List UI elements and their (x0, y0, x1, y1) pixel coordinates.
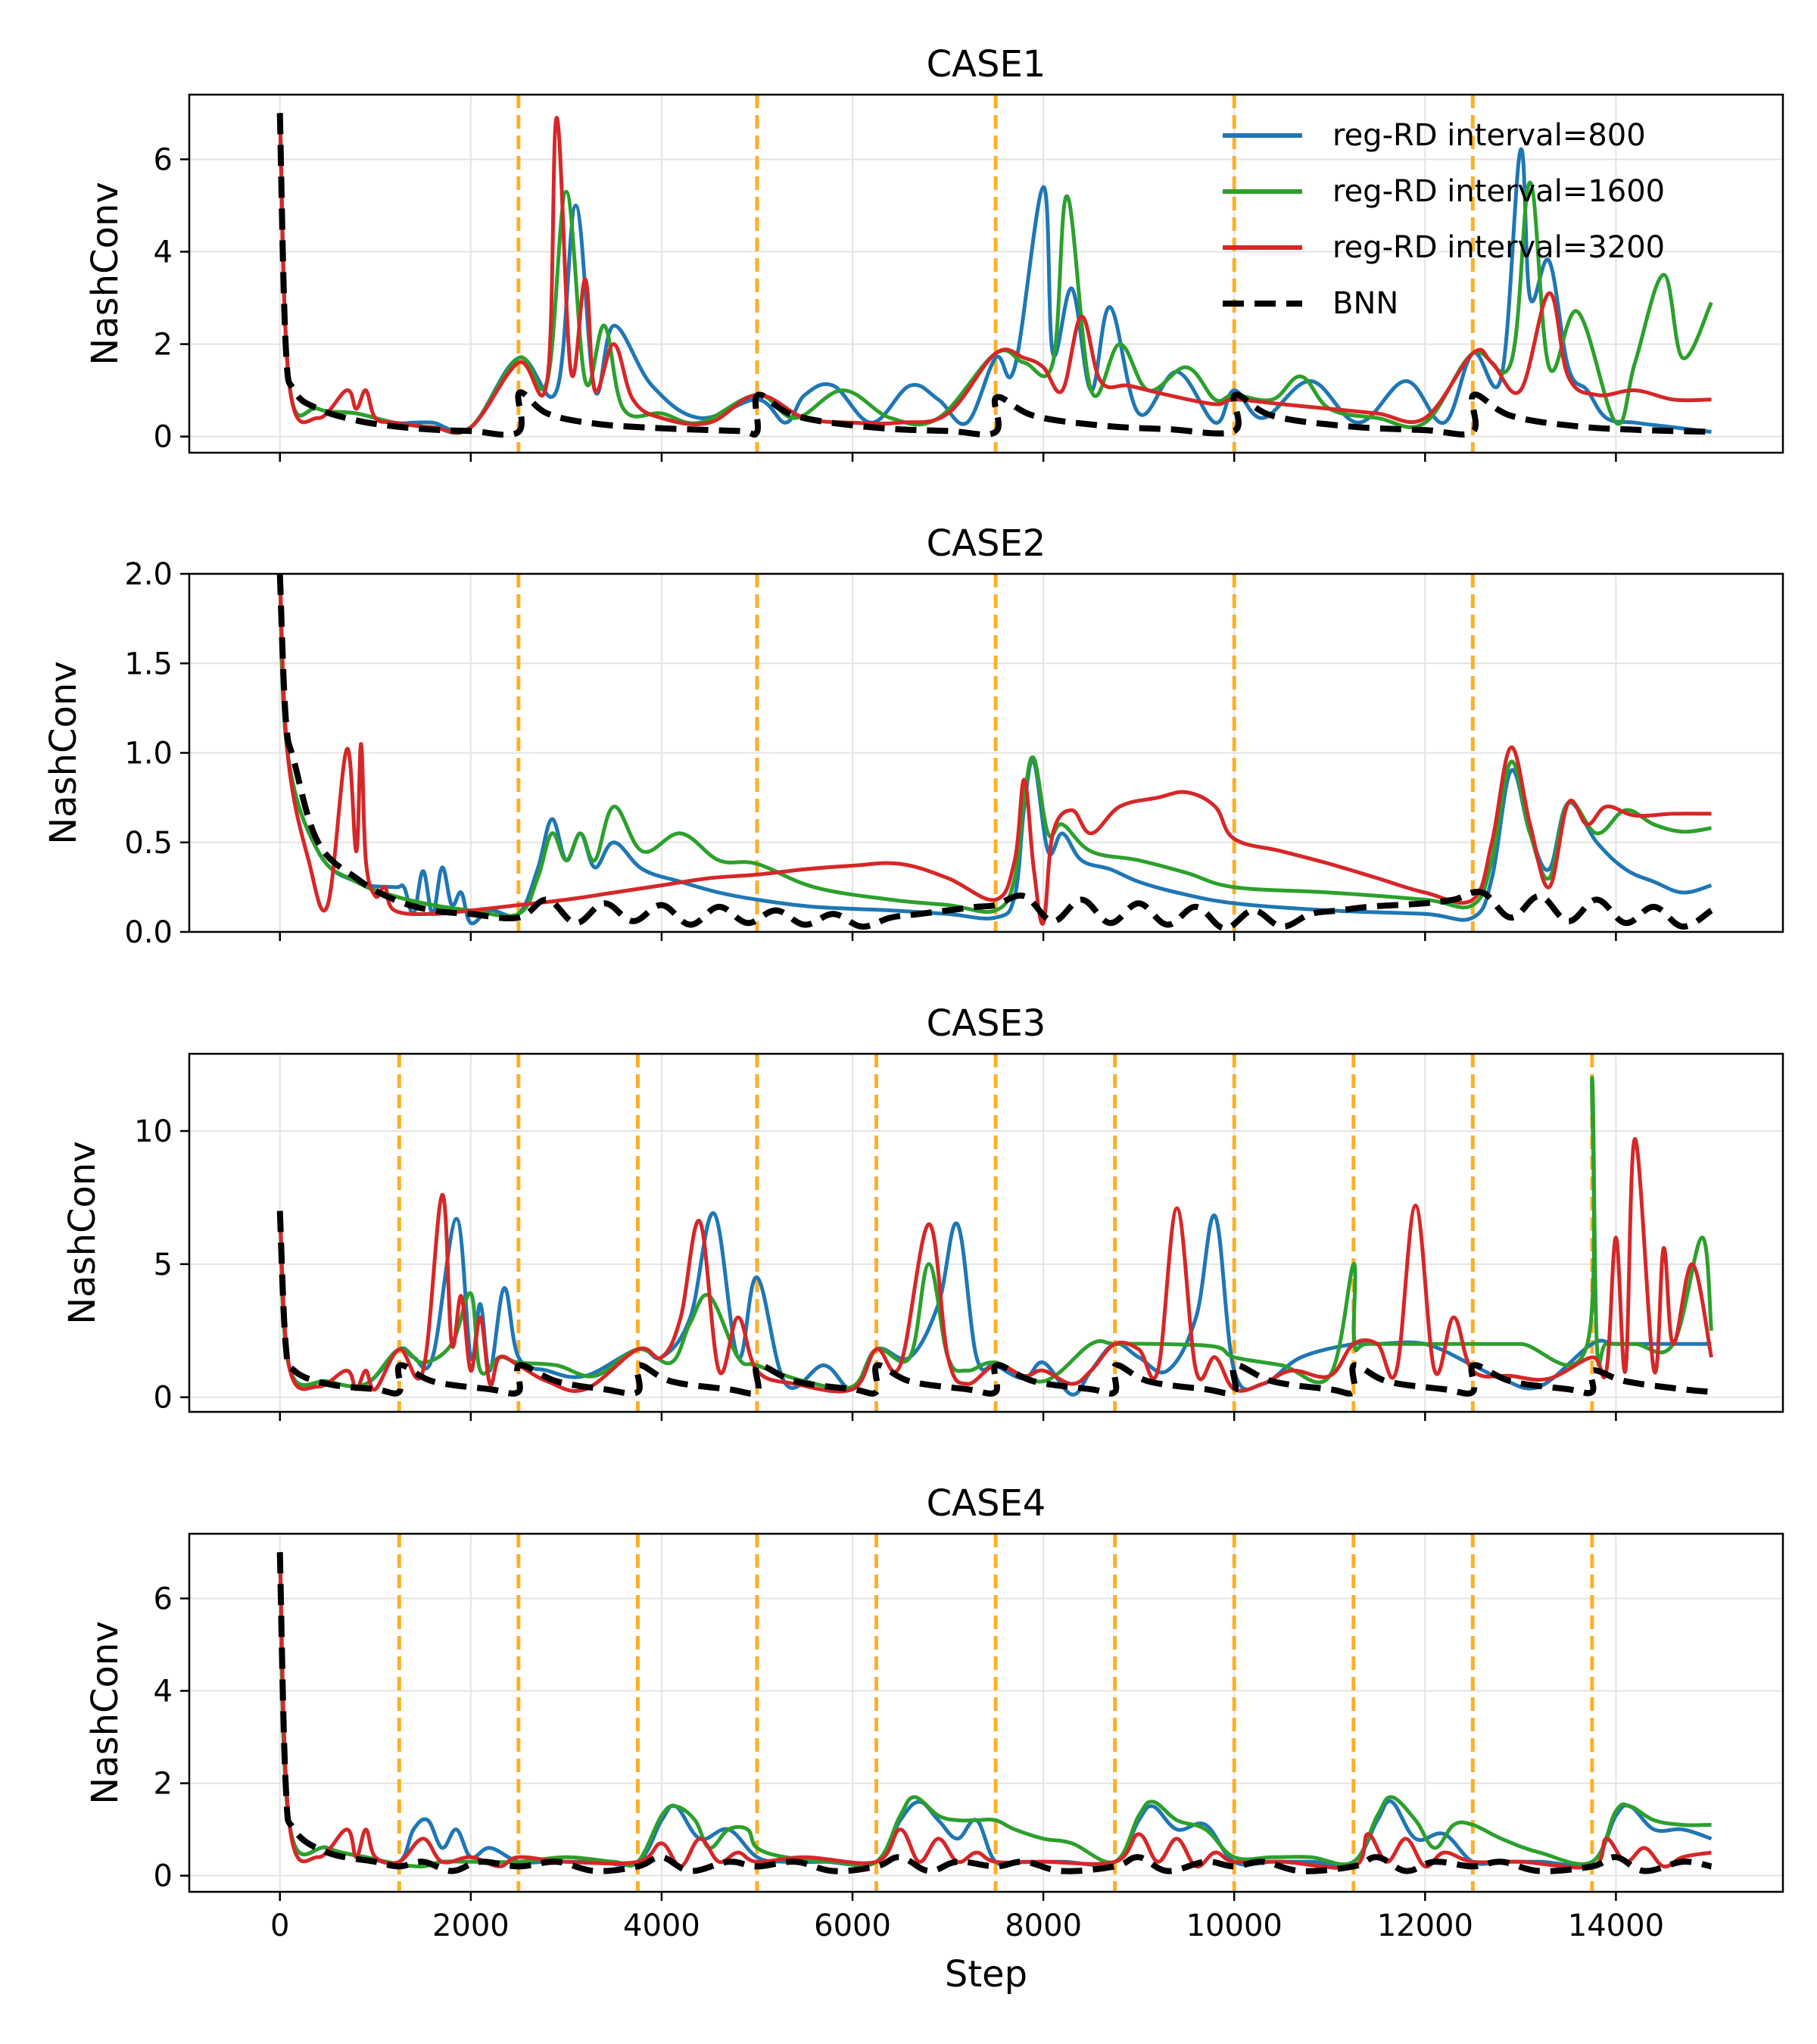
y-tick-label: 6 (154, 142, 173, 177)
y-axis-label: NashConv (84, 182, 126, 365)
x-axis-label: Step (945, 1953, 1027, 1996)
legend-label: reg-RD interval=1600 (1332, 174, 1665, 209)
legend-label: reg-RD interval=800 (1332, 118, 1646, 153)
y-tick-label: 0 (154, 1859, 173, 1894)
series-line-reg-rd-interval-3200 (278, 574, 1712, 926)
x-tick-label: 6000 (814, 1908, 891, 1943)
y-tick-label: 10 (134, 1114, 173, 1149)
series-line-reg-rd-interval-800 (278, 113, 1712, 434)
y-axis-label: NashConv (84, 1621, 126, 1804)
y-axis-label: NashConv (42, 661, 85, 844)
y-tick-label: 0 (154, 1381, 173, 1416)
series-line-bnn (276, 113, 1712, 438)
series-line-reg-rd-interval-800 (278, 1552, 1713, 1868)
panel-title: CASE3 (927, 1002, 1046, 1045)
plot-frame (188, 1052, 1784, 1413)
legend: reg-RD interval=800 reg-RD interval=1600 r… (1223, 118, 1665, 321)
legend-label: reg-RD interval=3200 (1332, 230, 1665, 265)
y-tick-label: 0.0 (124, 915, 173, 950)
y-tick-label: 4 (154, 235, 173, 270)
x-tick-label: 14000 (1568, 1908, 1664, 1943)
y-tick-label: 6 (154, 1581, 173, 1616)
x-tick-label: 8000 (1005, 1908, 1082, 1943)
series-group (276, 574, 1713, 932)
y-tick-label: 2.0 (124, 557, 173, 592)
series-group (276, 1076, 1713, 1397)
series-line-reg-rd-interval-3200 (278, 1552, 1712, 1870)
panel-case3: 0 5 10 CASE3 NashConv (61, 1002, 1784, 1421)
series-line-reg-rd-interval-1600 (278, 1076, 1713, 1391)
series-line-bnn (276, 574, 1713, 932)
y-tick-label: 1.5 (124, 647, 173, 681)
plot-frame (188, 93, 1784, 454)
y-tick-label: 4 (154, 1675, 173, 1709)
x-tick-label: 2000 (432, 1908, 510, 1943)
panel-case2: 0.0 0.5 1.0 1.5 2.0 CASE2 NashConv (42, 522, 1784, 950)
plot-frame (188, 1532, 1784, 1893)
panel-title: CASE2 (927, 522, 1046, 565)
series-line-bnn (276, 1552, 1713, 1874)
y-tick-label: 0.5 (124, 826, 173, 861)
x-tick-label: 0 (270, 1908, 289, 1943)
panel-title: CASE1 (927, 43, 1046, 86)
series-line-bnn (276, 1211, 1712, 1397)
x-tick-label: 10000 (1186, 1908, 1282, 1943)
y-tick-label: 5 (154, 1248, 173, 1282)
y-tick-label: 0 (154, 420, 173, 455)
y-axis-label: NashConv (61, 1141, 104, 1324)
y-tick-label: 2 (154, 1767, 173, 1802)
y-tick-label: 1.0 (124, 737, 173, 771)
legend-label: BNN (1332, 286, 1398, 321)
series-group (276, 113, 1713, 438)
series-line-reg-rd-interval-1600 (278, 1552, 1712, 1869)
panel-case4: 0 2000 4000 6000 8000 10000 12000 14000 0 2 4 6 CASE… (84, 1482, 1784, 1996)
panel-title: CASE4 (927, 1482, 1046, 1525)
y-tick-label: 2 (154, 328, 173, 363)
series-line-reg-rd-interval-1600 (278, 113, 1713, 435)
x-tick-label: 12000 (1377, 1908, 1473, 1943)
x-tick-label: 4000 (623, 1908, 700, 1943)
series-group (276, 1552, 1713, 1874)
